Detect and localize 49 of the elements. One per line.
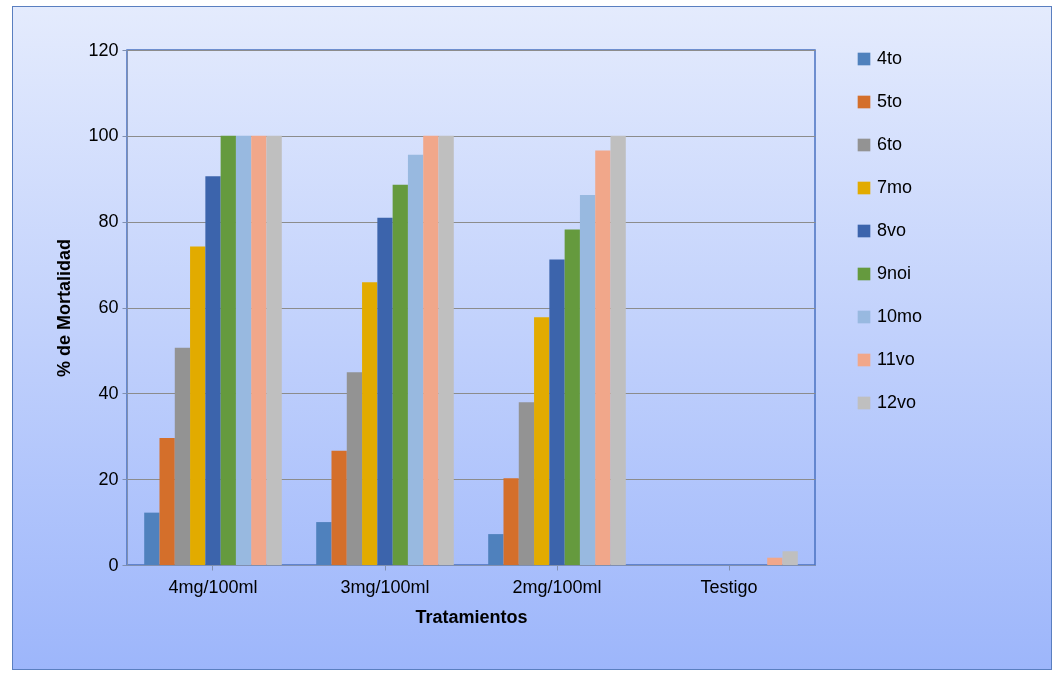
bar xyxy=(579,195,596,565)
legend-label: 6to xyxy=(877,134,903,154)
bar xyxy=(564,229,580,565)
y-axis-title: % de Mortalidad xyxy=(54,238,75,378)
bar xyxy=(392,184,408,565)
bar xyxy=(407,154,424,565)
legend-label: 4to xyxy=(877,48,903,68)
legend-label: 9noi xyxy=(877,263,912,283)
bar xyxy=(488,534,504,565)
legend-label: 8vo xyxy=(877,220,907,240)
bar xyxy=(220,135,236,565)
legend-label: 12vo xyxy=(877,392,917,412)
x-tick-label: 4mg/100ml xyxy=(168,576,258,597)
y-tick-label: 40 xyxy=(98,382,119,403)
bar xyxy=(331,450,347,565)
bar xyxy=(316,522,332,565)
bar xyxy=(377,217,393,565)
y-tick-label: 0 xyxy=(108,554,119,575)
bar xyxy=(362,282,378,565)
bar xyxy=(190,246,206,565)
y-tick-label: 120 xyxy=(88,39,119,60)
legend-label: 11vo xyxy=(877,349,915,369)
bar xyxy=(782,551,798,565)
bar xyxy=(534,317,550,565)
bar xyxy=(595,150,611,565)
x-axis-title: Tratamientos xyxy=(415,606,528,627)
legend-label: 10mo xyxy=(877,306,923,326)
y-tick-label: 20 xyxy=(98,468,119,489)
bar xyxy=(438,135,454,565)
y-tick-label: 100 xyxy=(88,125,119,146)
y-tick-label: 80 xyxy=(98,211,119,232)
x-tick-label: 2mg/100ml xyxy=(512,576,602,597)
bar xyxy=(610,135,626,565)
bar xyxy=(266,135,282,565)
bar xyxy=(518,402,535,565)
bar xyxy=(144,512,160,565)
legend-label: 7mo xyxy=(877,177,913,197)
bar xyxy=(767,557,783,565)
bar xyxy=(549,259,565,565)
y-tick-label: 60 xyxy=(98,297,119,317)
bar xyxy=(159,437,175,565)
bar xyxy=(235,135,252,565)
x-tick-label: 3mg/100ml xyxy=(340,576,430,597)
bar xyxy=(251,135,267,565)
x-tick-label: Testigo xyxy=(700,576,758,597)
bar xyxy=(503,478,519,565)
bar xyxy=(423,135,439,565)
bar xyxy=(205,176,221,565)
legend-label: 5to xyxy=(877,91,903,111)
